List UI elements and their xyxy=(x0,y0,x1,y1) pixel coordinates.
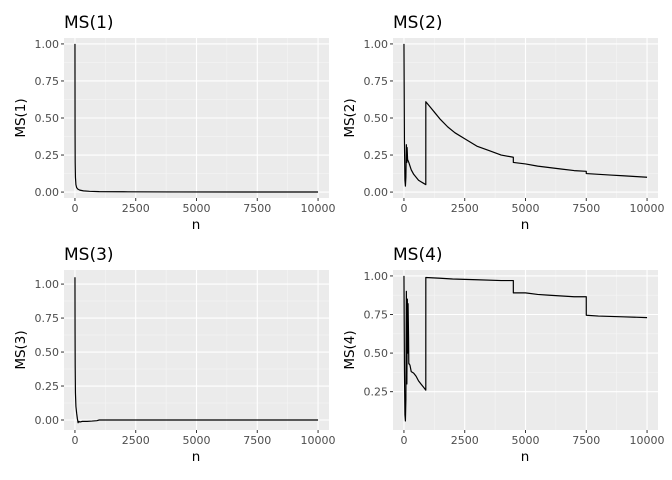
y-tick-label: 0.75 xyxy=(364,309,389,322)
x-tick-label: 7500 xyxy=(572,434,600,447)
x-tick-label: 2500 xyxy=(122,202,150,215)
panel-title: MS(4) xyxy=(393,245,443,265)
y-tick-label: 0.25 xyxy=(364,149,389,162)
x-tick-label: 7500 xyxy=(572,202,600,215)
y-tick-label: 0.50 xyxy=(35,346,60,359)
y-tick-label: 0.25 xyxy=(35,149,60,162)
panel-ms2: MS(2) n MS(2) 0 2500 5000 7500 10000 0.00 0.25… xyxy=(342,13,665,233)
x-tick-label: 0 xyxy=(400,202,407,215)
y-tick-label: 0.50 xyxy=(35,112,60,125)
y-axis-label: MS(1) xyxy=(13,98,29,137)
x-tick-label: 10000 xyxy=(301,202,336,215)
x-tick-label: 2500 xyxy=(451,434,479,447)
panel-title: MS(3) xyxy=(64,245,114,265)
series-line xyxy=(74,277,319,424)
y-tick-label: 0.75 xyxy=(364,75,389,88)
series-line xyxy=(403,275,648,422)
y-tick-label: 1.00 xyxy=(35,38,60,51)
y-tick-label: 1.00 xyxy=(364,270,389,283)
panel-ms4: MS(4) n MS(4) 0 2500 5000 7500 10000 0.25 0.50… xyxy=(342,245,665,465)
series-line xyxy=(74,43,319,193)
y-tick-label: 0.00 xyxy=(364,186,389,199)
y-axis-label: MS(3) xyxy=(13,330,29,369)
y-tick-label: 0.25 xyxy=(364,386,389,399)
x-tick-label: 10000 xyxy=(630,434,665,447)
panel-title: MS(2) xyxy=(393,13,443,33)
x-tick-label: 5000 xyxy=(183,434,211,447)
x-tick-label: 5000 xyxy=(512,434,540,447)
y-tick-label: 0.75 xyxy=(35,75,60,88)
y-tick-label: 0.75 xyxy=(35,312,60,325)
x-tick-label: 2500 xyxy=(122,434,150,447)
panel-ms1: MS(1) n MS(1) 0 2500 5000 7500 10000 0.00 0.25… xyxy=(13,13,336,233)
x-tick-label: 0 xyxy=(71,434,78,447)
x-axis-label: n xyxy=(521,217,530,233)
y-tick-label: 1.00 xyxy=(364,38,389,51)
x-tick-label: 2500 xyxy=(451,202,479,215)
y-tick-label: 1.00 xyxy=(35,278,60,291)
x-tick-label: 7500 xyxy=(243,202,271,215)
y-tick-label: 0.00 xyxy=(35,186,60,199)
x-axis-label: n xyxy=(521,449,530,465)
x-tick-label: 10000 xyxy=(301,434,336,447)
y-tick-label: 0.25 xyxy=(35,380,60,393)
x-tick-label: 0 xyxy=(71,202,78,215)
y-axis-label: MS(2) xyxy=(342,98,358,137)
panel-title: MS(1) xyxy=(64,13,114,33)
x-tick-label: 10000 xyxy=(630,202,665,215)
x-tick-label: 0 xyxy=(400,434,407,447)
x-axis-label: n xyxy=(192,217,201,233)
y-tick-label: 0.50 xyxy=(364,347,389,360)
y-tick-label: 0.00 xyxy=(35,414,60,427)
x-tick-label: 5000 xyxy=(183,202,211,215)
y-tick-label: 0.50 xyxy=(364,112,389,125)
y-axis-label: MS(4) xyxy=(342,330,358,369)
series-line xyxy=(403,43,648,187)
x-axis-label: n xyxy=(192,449,201,465)
panel-ms3: MS(3) n MS(3) 0 2500 5000 7500 10000 0.00 0.25… xyxy=(13,245,336,465)
x-tick-label: 7500 xyxy=(243,434,271,447)
x-tick-label: 5000 xyxy=(512,202,540,215)
